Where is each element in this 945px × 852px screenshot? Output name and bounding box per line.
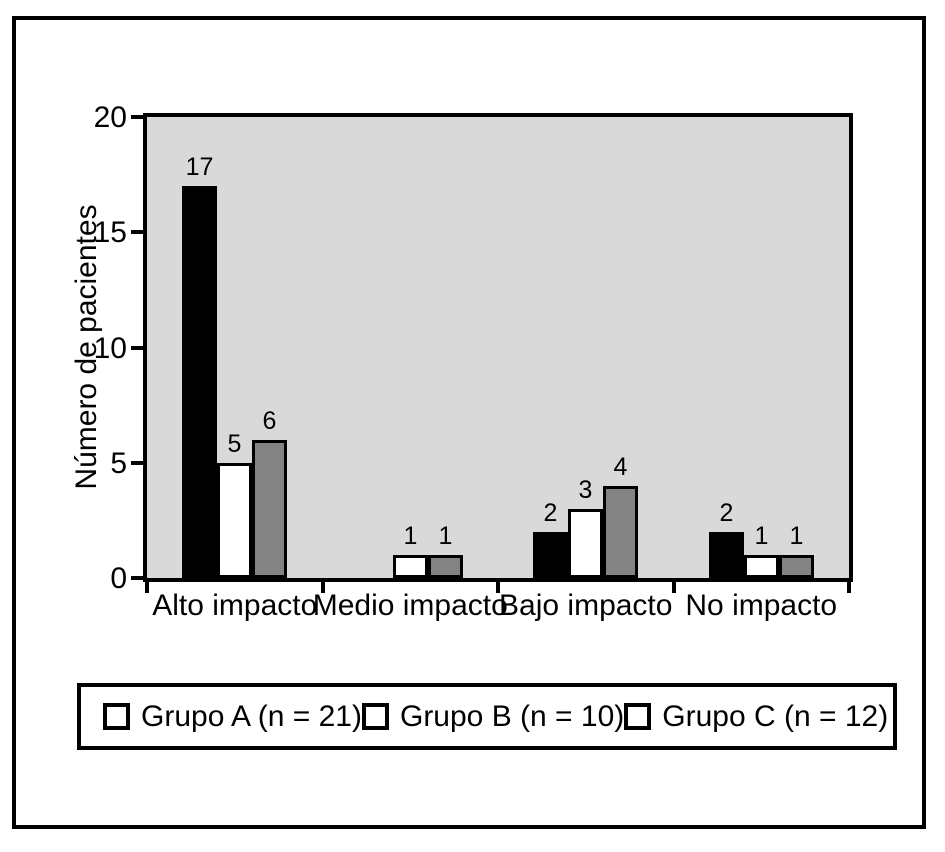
plot-area: 17 5 6 1 1 2 3 4 2 1 1 [143,113,853,582]
bar-value-label: 2 [719,499,734,527]
bar-no-impacto-grupo-a [709,532,744,578]
bar-bajo-impacto-grupo-c [603,486,638,578]
bar-alto-impacto-grupo-c [252,440,287,578]
bar-value-label: 1 [754,522,769,550]
bar-no-impacto-grupo-c [779,555,814,578]
bar-medio-impacto-grupo-c [428,555,463,578]
legend-item-grupo-a: Grupo A (n = 21) [103,699,362,733]
bar-value-label: 3 [578,476,593,504]
bar-bajo-impacto-grupo-a [533,532,568,578]
legend-label: Grupo B (n = 10) [399,699,625,733]
bar-alto-impacto-grupo-b [217,463,252,578]
legend-item-grupo-c: Grupo C (n = 12) [624,699,889,733]
legend-swatch-icon [624,703,652,730]
bar-alto-impacto-grupo-a [182,186,217,578]
bar-bajo-impacto-grupo-b [568,509,603,578]
bar-value-label: 1 [438,522,453,550]
legend: Grupo A (n = 21) Grupo B (n = 10) Grupo … [77,683,897,750]
legend-label: Grupo A (n = 21) [141,699,362,733]
legend-swatch-icon [103,703,130,730]
bar-no-impacto-grupo-b [744,555,779,578]
bar-value-label: 1 [789,522,804,550]
figure-border [12,16,926,829]
legend-label: Grupo C (n = 12) [662,699,889,733]
bars-layer: 17 5 6 1 1 2 3 4 2 1 1 [147,117,849,578]
bar-value-label: 4 [613,453,628,481]
bar-value-label: 6 [262,407,277,435]
bar-value-label: 5 [227,430,242,458]
bar-value-label: 1 [403,522,418,550]
legend-item-grupo-b: Grupo B (n = 10) [361,699,625,733]
y-axis-title: Número de pacientes [70,204,103,490]
legend-swatch-icon [361,703,389,730]
bar-value-label: 17 [185,153,214,181]
bar-value-label: 2 [543,499,558,527]
bar-medio-impacto-grupo-b [393,555,428,578]
